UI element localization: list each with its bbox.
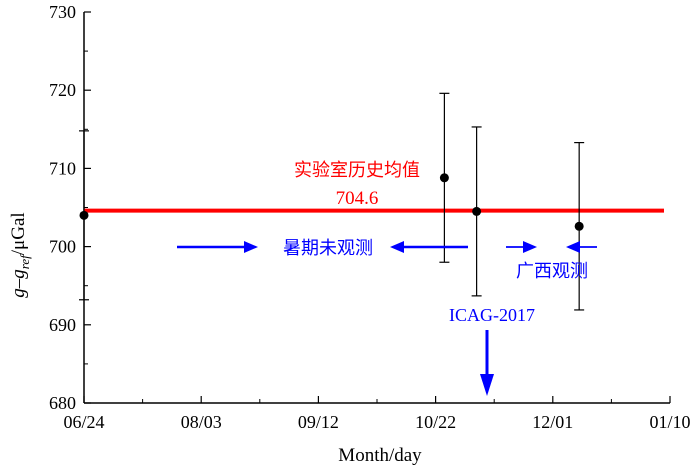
guangxi-arrow-left-head [566,241,580,253]
y-axis-label: g–gref/μGal [8,212,32,297]
y-axis-label-main: g–g [8,269,29,298]
x-tick-label: 08/03 [181,412,222,432]
data-point [439,173,449,183]
guangxi-label: 广西观测 [516,261,588,282]
y-tick-label: 680 [49,393,76,413]
y-tick-label: 710 [49,158,76,178]
summer-arrow-left-head [390,241,404,253]
summer-arrow-right-head [244,241,258,253]
y-axis-label-sub: ref [17,253,32,269]
data-point [472,206,482,216]
icag-label: ICAG-2017 [449,305,535,325]
x-tick-label: 09/12 [298,412,339,432]
data-point [574,221,584,231]
annotations-layer [177,241,597,396]
x-tick-label: 12/01 [532,412,573,432]
data-point [79,210,89,220]
guangxi-arrow-right-head [523,241,537,253]
x-tick-label: 01/10 [649,412,690,432]
axes: 680 690 700 710 720 730 06/24 08/03 09/12 10/22 12… [49,2,691,432]
y-axis-label-unit: /μGal [8,212,29,255]
ref-line-label: 实验室历史均值 [294,160,420,181]
data-points-layer [79,92,585,311]
y-tick-label: 700 [49,237,76,257]
y-tick-label: 690 [49,315,76,335]
x-axis-label: Month/day [338,445,422,466]
y-tick-label: 720 [49,80,76,100]
icag-arrow-head [480,374,494,396]
x-tick-label: 06/24 [63,412,104,432]
y-tick-label: 730 [49,2,76,22]
ref-line-value: 704.6 [336,188,379,209]
x-tick-label: 10/22 [415,412,456,432]
summer-label: 暑期未观测 [283,238,373,259]
